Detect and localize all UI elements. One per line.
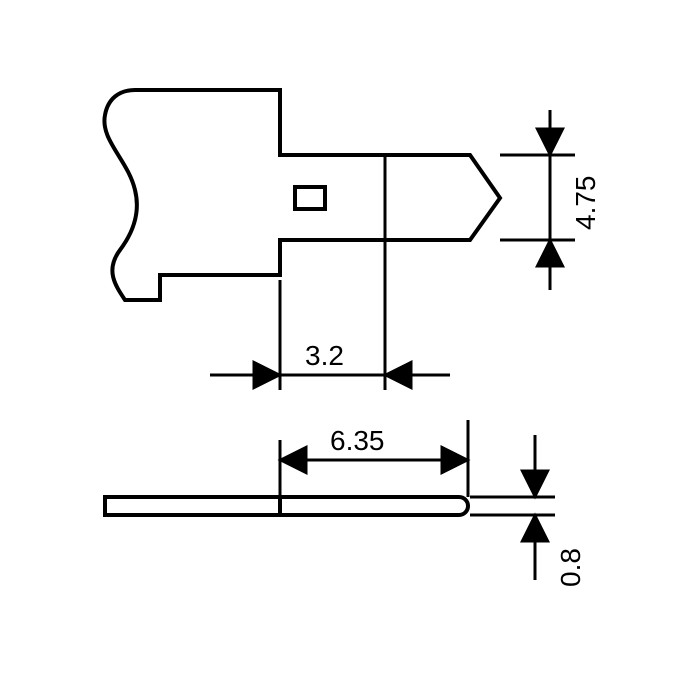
technical-drawing: 4.75 3.2 6.35 0.8 <box>0 0 700 700</box>
dimension-4-75: 4.75 <box>500 110 601 290</box>
dimension-6-35: 6.35 <box>280 420 468 497</box>
dim-label-3-2: 3.2 <box>305 340 344 371</box>
dimension-0-8: 0.8 <box>470 435 586 587</box>
dim-label-0-8: 0.8 <box>555 548 586 587</box>
side-view-outline <box>105 497 468 515</box>
dim-label-6-35: 6.35 <box>330 425 385 456</box>
dim-label-4-75: 4.75 <box>570 176 601 231</box>
top-view-outline <box>104 90 500 300</box>
dimension-3-2: 3.2 <box>210 280 450 390</box>
terminal-hole <box>295 187 325 209</box>
